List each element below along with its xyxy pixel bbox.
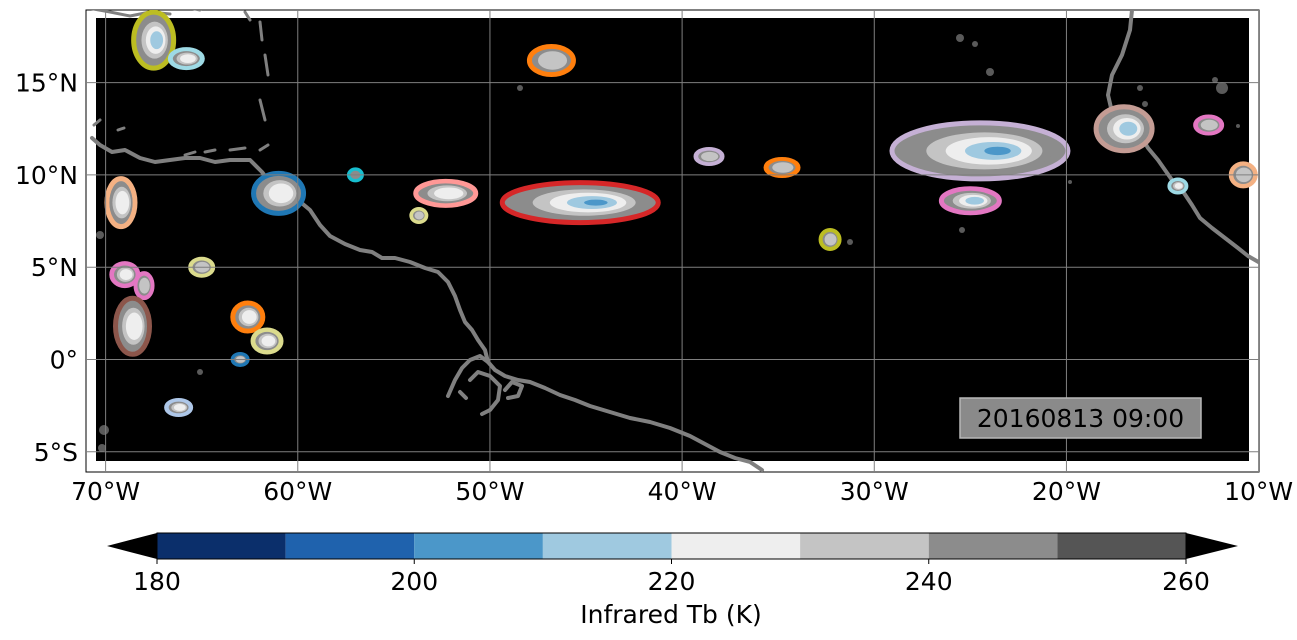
colorbar-bin <box>414 533 543 559</box>
latitude-tick-labels: 15°N 10°N 5°N 0° 5°S <box>15 69 78 467</box>
cloud-level <box>584 200 607 206</box>
cloud-level <box>965 197 984 205</box>
cloud-level <box>984 147 1010 155</box>
cloud-62w-1n <box>253 330 281 352</box>
colorbar-tick-label: 260 <box>1162 567 1210 596</box>
cloud-38w-11n <box>696 149 722 163</box>
lon-tick-label: 20°W <box>1032 477 1101 506</box>
colorbar-tick-label: 180 <box>133 567 181 596</box>
cloud-level <box>1201 120 1218 131</box>
lon-tick-label: 70°W <box>71 477 140 506</box>
timestamp-box: 20160813 09:00 <box>960 398 1201 438</box>
cloud-54w-8n <box>412 210 426 222</box>
cloud-25w-8n <box>941 189 999 213</box>
lat-tick-label: 15°N <box>15 69 78 98</box>
colorbar-bin <box>543 533 672 559</box>
cloud-12w-13n <box>1196 117 1222 133</box>
cloud-level <box>269 184 294 204</box>
cloud-47w-16n <box>529 46 573 74</box>
lon-tick-label: 40°W <box>648 477 717 506</box>
cloud-70w-8n <box>107 179 135 227</box>
colorbar-label: Infrared Tb (K) <box>580 600 762 629</box>
cloud-level <box>538 51 567 69</box>
colorbar-tick-labels: 180 200 220 240 260 <box>133 559 1210 596</box>
cloud-68w-4n <box>136 274 152 298</box>
cloud-level <box>242 310 257 324</box>
map-background <box>96 18 1249 461</box>
cloud-level <box>174 404 186 411</box>
colorbar-bin <box>800 533 929 559</box>
cloud-66w-3s <box>167 400 191 414</box>
colorbar-bin <box>1057 533 1186 559</box>
cloud-25w-11n <box>892 123 1068 179</box>
cloud-level <box>772 162 793 173</box>
cloud-level <box>262 336 276 347</box>
colorbar-under-arrow <box>107 533 157 559</box>
longitude-tick-labels: 70°W 60°W 50°W 40°W 30°W 20°W 10°W <box>71 477 1293 506</box>
lon-tick-label: 10°W <box>1224 477 1293 506</box>
cloud-level <box>150 31 163 49</box>
timestamp-text: 20160813 09:00 <box>977 404 1184 433</box>
cloud-level <box>825 234 837 246</box>
cloud-level <box>126 313 143 340</box>
colorbar-tick-label: 240 <box>905 567 953 596</box>
lon-tick-label: 30°W <box>840 477 909 506</box>
cloud-level <box>415 212 424 220</box>
cloud-63w-2n <box>233 303 263 331</box>
colorbar: 180 200 220 240 260 Infrared Tb (K) <box>107 533 1238 629</box>
cloud-61w-9n <box>254 173 304 213</box>
cloud-level <box>1119 122 1137 136</box>
cloud-66w-16n <box>170 50 202 68</box>
cloud-35w-10n <box>766 160 798 176</box>
colorbar-tick-label: 200 <box>390 567 438 596</box>
cloud-32w-6n <box>821 231 839 249</box>
cloud-level <box>120 269 133 280</box>
cloud-17w-12n <box>1096 107 1152 151</box>
lat-tick-label: 5°N <box>31 253 78 282</box>
cloud-level <box>139 278 150 294</box>
colorbar-bin <box>672 533 801 559</box>
lat-tick-label: 10°N <box>15 161 78 190</box>
colorbar-bin <box>157 533 286 559</box>
cloud-level <box>180 54 196 63</box>
cloud-69w-2n <box>116 298 150 354</box>
cloud-level <box>701 152 718 161</box>
cloud-45w-9n <box>502 183 658 223</box>
lon-tick-label: 50°W <box>455 477 524 506</box>
lon-tick-label: 60°W <box>263 477 332 506</box>
cloud-52w-9n <box>416 181 476 205</box>
cloud-level <box>1175 183 1183 189</box>
colorbar-tick-label: 220 <box>648 567 696 596</box>
colorbar-bin <box>929 533 1058 559</box>
cloud-level <box>434 187 463 199</box>
cloud-68w-17n <box>134 12 174 68</box>
colorbar-bins <box>157 533 1186 559</box>
lat-tick-label: 5°S <box>34 438 78 467</box>
cloud-14w-9n <box>1170 180 1186 192</box>
cloud-level <box>116 191 130 215</box>
lat-tick-label: 0° <box>50 345 78 374</box>
colorbar-over-arrow <box>1186 533 1238 559</box>
colorbar-bin <box>286 533 415 559</box>
